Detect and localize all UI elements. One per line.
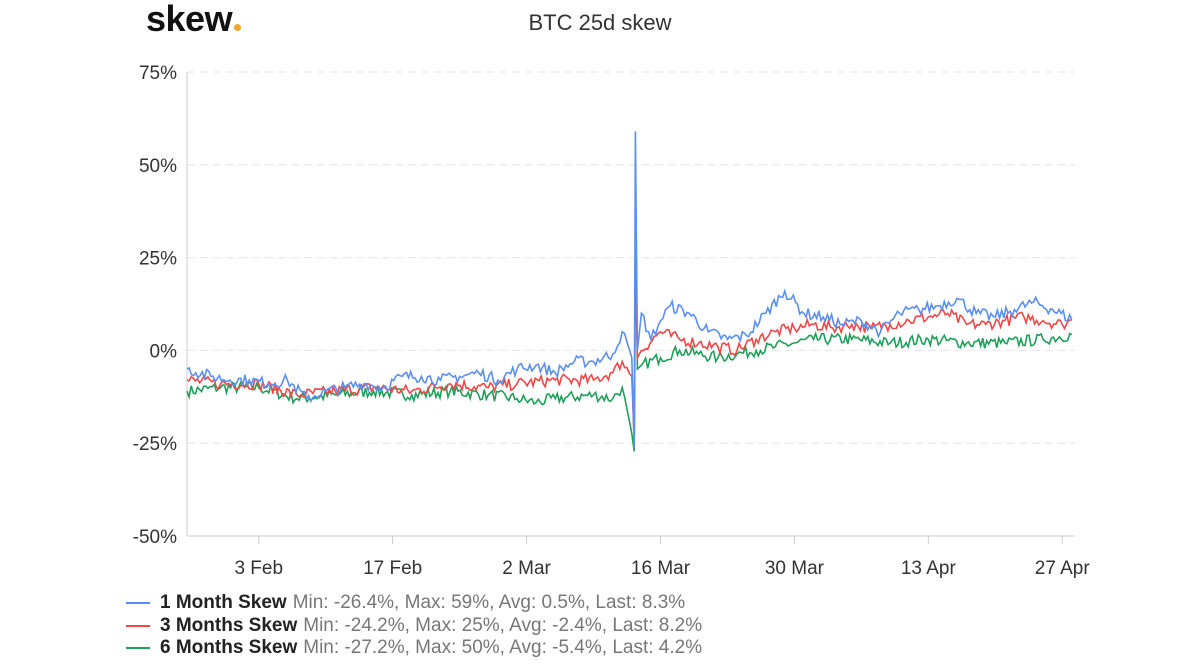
logo-text: skew — [146, 0, 233, 39]
y-tick-label: -50% — [133, 527, 177, 548]
legend-swatch — [126, 647, 150, 650]
series-line-1-month-skew — [186, 131, 1073, 449]
legend-item[interactable]: 6 Months Skew Min: -27.2%, Max: 50%, Avg:… — [126, 637, 702, 660]
y-tick-label: 25% — [139, 249, 177, 270]
x-tick-label: 17 Feb — [363, 558, 422, 579]
legend-item[interactable]: 3 Months Skew Min: -24.2%, Max: 25%, Avg:… — [126, 615, 702, 638]
y-tick-label: 0% — [150, 341, 178, 362]
skew-logo: skew — [146, 0, 242, 40]
series-line-3-months-skew — [186, 257, 1072, 441]
legend-series-stats: Min: -27.2%, Max: 50%, Avg: -5.4%, Last:… — [303, 637, 703, 658]
x-tick-label: 30 Mar — [765, 558, 825, 579]
x-tick-label: 27 Apr — [1035, 558, 1091, 579]
series-line-6-months-skew — [186, 209, 1073, 452]
legend-series-name: 1 Month Skew — [160, 592, 287, 613]
legend: 1 Month Skew Min: -26.4%, Max: 59%, Avg: … — [126, 592, 702, 660]
y-tick-label: 75% — [139, 63, 177, 84]
legend-swatch — [126, 602, 150, 605]
y-tick-label: 50% — [139, 156, 177, 177]
legend-series-name: 3 Months Skew — [160, 614, 298, 636]
x-tick-label: 3 Feb — [234, 558, 283, 579]
x-tick-label: 2 Mar — [502, 558, 551, 579]
legend-series-stats: Min: -26.4%, Max: 59%, Avg: 0.5%, Last: … — [292, 592, 686, 613]
chart-title: BTC 25d skew — [528, 10, 672, 35]
legend-swatch — [126, 624, 150, 627]
legend-series-name: 6 Months Skew — [160, 637, 298, 658]
legend-series-stats: Min: -24.2%, Max: 25%, Avg: -2.4%, Last:… — [303, 614, 703, 636]
logo-dot — [234, 24, 242, 31]
y-tick-label: -25% — [133, 434, 177, 455]
x-tick-label: 13 Apr — [901, 558, 957, 579]
x-tick-label: 16 Mar — [631, 558, 691, 579]
legend-item[interactable]: 1 Month Skew Min: -26.4%, Max: 59%, Avg: … — [126, 592, 702, 615]
